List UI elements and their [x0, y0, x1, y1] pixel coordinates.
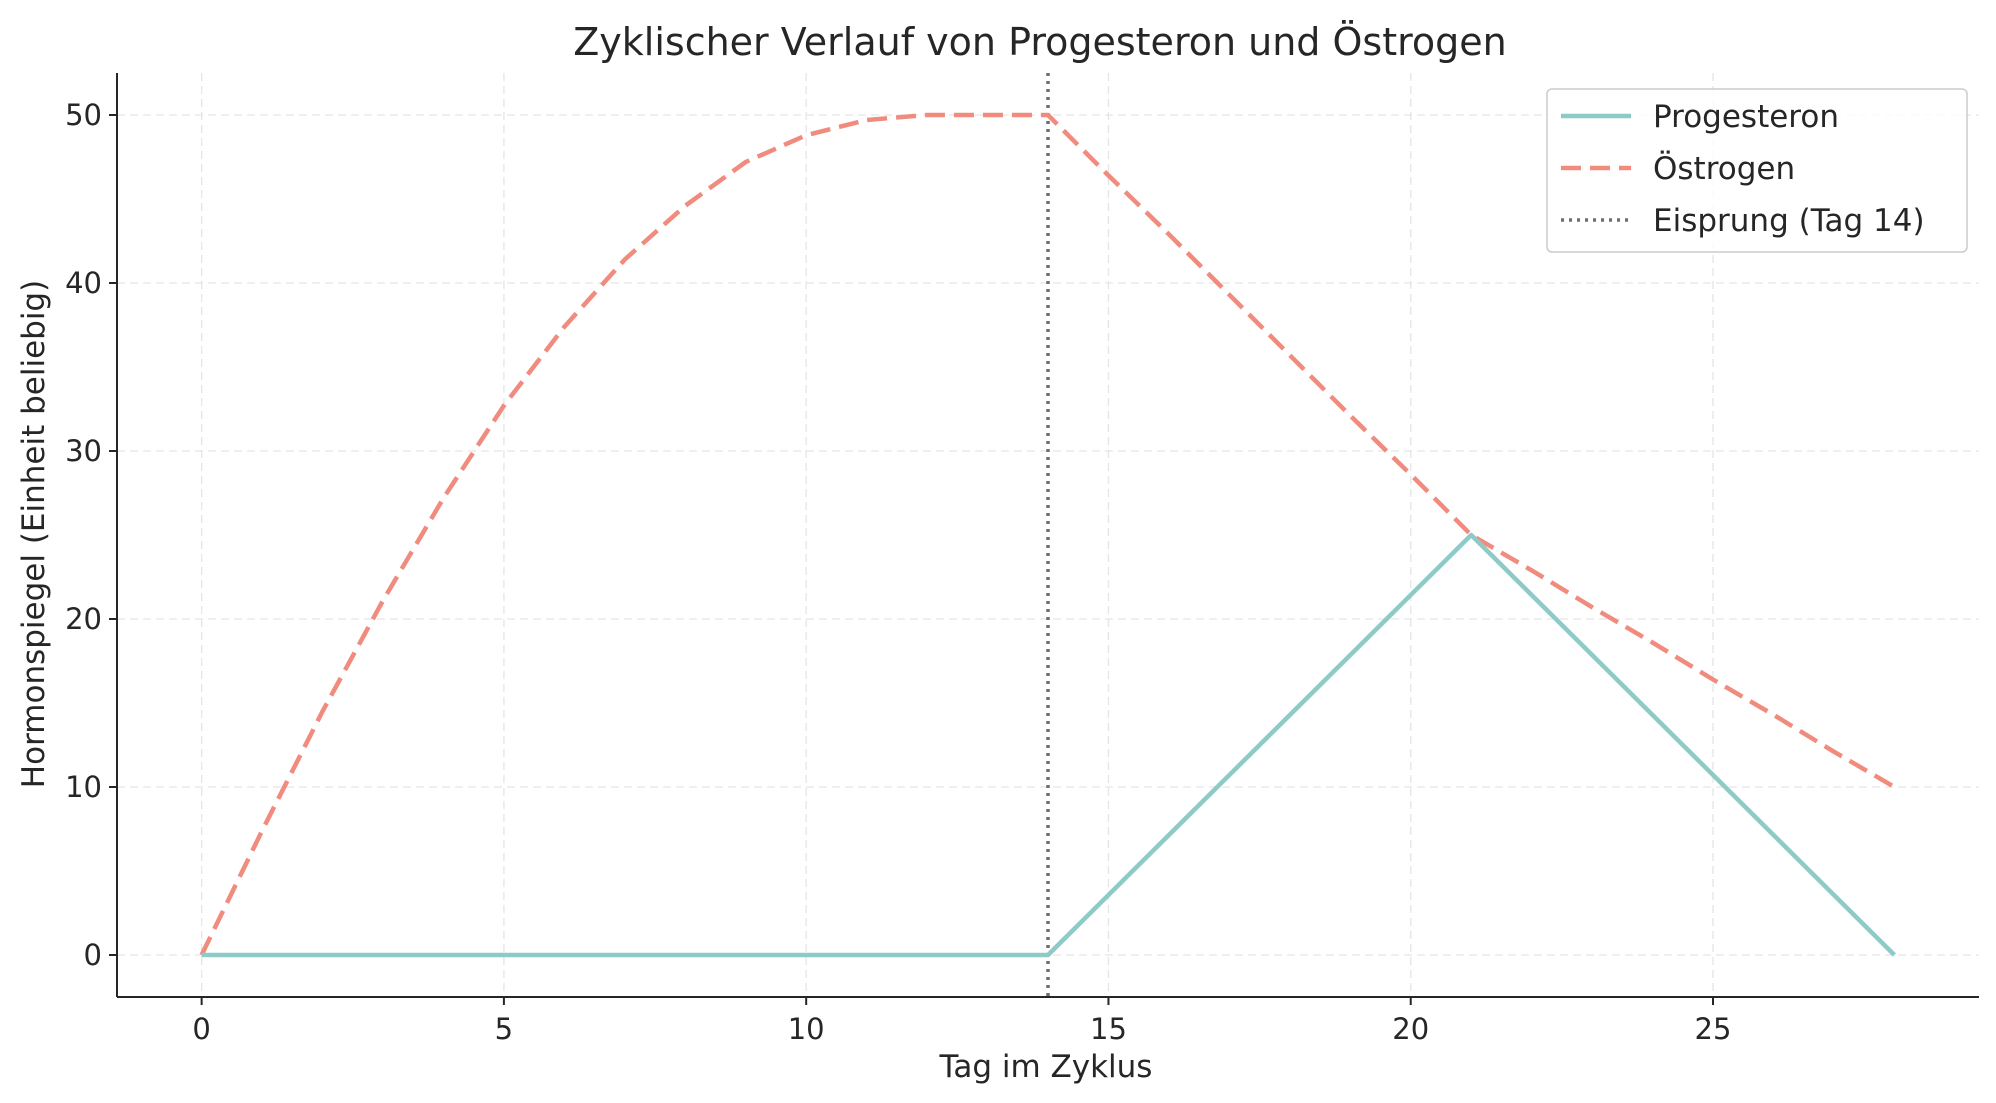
- x-tick-label: 5: [495, 1012, 513, 1046]
- legend-label: Progesteron: [1653, 99, 1839, 135]
- legend-label: Eisprung (Tag 14): [1653, 203, 1925, 239]
- legend-label: Östrogen: [1653, 150, 1795, 187]
- x-tick-label: 25: [1695, 1012, 1732, 1046]
- series-layer: [199, 73, 1896, 997]
- series-line-oestrogen: [199, 112, 1896, 956]
- legend: Progesteron Östrogen Eisprung (Tag 14): [1546, 88, 1968, 253]
- y-axis-label: Hormonspiegel (Einheit beliebig): [16, 280, 52, 788]
- y-tick-label: 40: [65, 266, 102, 300]
- x-axis-label: Tag im Zyklus: [939, 1049, 1153, 1085]
- x-tick-label: 20: [1392, 1012, 1429, 1046]
- y-tick-label: 50: [65, 98, 102, 132]
- y-tick-label: 10: [65, 770, 102, 804]
- x-tick-label: 10: [788, 1012, 825, 1046]
- chart-title: Zyklischer Verlauf von Progesteron und Ö…: [573, 20, 1507, 64]
- series-line-progesteron: [201, 532, 1896, 958]
- axes: [116, 73, 1979, 998]
- y-tick-label: 0: [84, 938, 102, 972]
- x-tick-label: 0: [192, 1012, 210, 1046]
- legend-box: [1546, 88, 1968, 253]
- ticks: 0 5 10 15 20 25 0 10 20 30 40 50: [65, 98, 1731, 1046]
- y-tick-label: 20: [65, 602, 102, 636]
- y-tick-label: 30: [65, 434, 102, 468]
- x-tick-label: 15: [1090, 1012, 1127, 1046]
